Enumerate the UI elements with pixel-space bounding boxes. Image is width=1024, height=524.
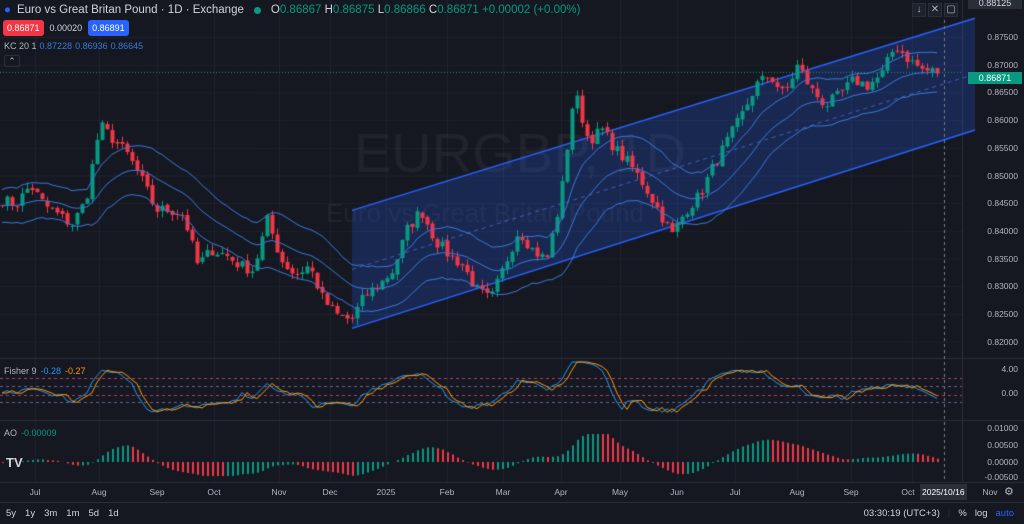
range-button-3m[interactable]: 3m: [44, 508, 58, 519]
price-tick: 0.83000: [987, 281, 1018, 292]
bottom-toolbar: 5y 1y 3m 1m 5d 1d 03:30:19 (UTC+3) | % log au…: [0, 502, 1024, 524]
price-tick: 0.84500: [987, 198, 1018, 209]
ao-tick: -0.00500: [984, 472, 1018, 482]
price-tick: 0.83500: [987, 253, 1018, 264]
time-tick: Nov: [271, 487, 287, 497]
sell-button[interactable]: 0.86871: [3, 20, 44, 36]
price-tick: 0.85500: [987, 142, 1018, 153]
clock: 03:30:19 (UTC+3): [863, 508, 940, 519]
time-tick: Jul: [29, 487, 41, 497]
spread-value: 0.00020: [49, 23, 83, 33]
range-button-1d[interactable]: 1d: [108, 508, 119, 519]
range-button-5y[interactable]: 5y: [6, 508, 17, 519]
price-tick: 0.86500: [987, 87, 1018, 98]
time-tick: Sep: [843, 487, 859, 497]
time-tick: Nov: [982, 487, 998, 497]
time-tick: Aug: [91, 487, 107, 497]
fisher-tick: 0.00: [1001, 388, 1018, 398]
fisher-tick: 4.00: [1001, 364, 1018, 374]
range-button-1y[interactable]: 1y: [25, 508, 36, 519]
time-tick: Oct: [901, 487, 915, 497]
time-tick: Aug: [789, 487, 805, 497]
time-tick: Sep: [149, 487, 165, 497]
price-tick: 0.87000: [987, 59, 1018, 70]
collapse-pane-icon[interactable]: ✕: [928, 3, 942, 17]
ao-tick: 0.01000: [987, 423, 1018, 433]
time-tick: Apr: [554, 487, 568, 497]
range-button-1m[interactable]: 1m: [66, 508, 80, 519]
collapse-legend-button[interactable]: ⌃: [4, 55, 20, 67]
symbol-legend: ● Euro vs Great Britan Pound · 1D · Exch…: [4, 4, 580, 16]
scroll-down-icon[interactable]: ↓: [912, 3, 926, 17]
fisher-legend[interactable]: Fisher 9 -0.28 -0.27: [4, 366, 86, 376]
settings-gear-icon[interactable]: ⚙: [1004, 486, 1014, 498]
symbol-title[interactable]: Euro vs Great Britan Pound · 1D · Exchan…: [16, 4, 244, 16]
price-tick: 0.86000: [987, 115, 1018, 126]
tradingview-logo[interactable]: TV: [6, 455, 23, 470]
current-price-label: 0.86871: [968, 72, 1022, 84]
price-tick: 0.85000: [987, 170, 1018, 181]
percent-toggle[interactable]: %: [958, 508, 967, 519]
market-status-icon: [253, 6, 261, 14]
price-chart-canvas[interactable]: [0, 0, 1024, 502]
time-tick: Dec: [322, 487, 338, 497]
ohlc-values: O0.86867 H0.86875 L0.86866 C0.86871 +0.0…: [270, 4, 581, 16]
crosshair-date-label: 2025/10/16: [920, 484, 967, 500]
time-tick: Mar: [495, 487, 511, 497]
buy-button[interactable]: 0.86891: [88, 20, 129, 36]
price-tick: 0.87500: [987, 32, 1018, 42]
time-tick: 2025: [376, 487, 396, 497]
ao-tick: 0.00000: [987, 457, 1018, 467]
price-tick: 0.82000: [987, 336, 1018, 347]
time-tick: Feb: [439, 487, 455, 497]
ao-legend[interactable]: AO -0.00009: [4, 428, 57, 438]
flag-icon: ●: [4, 4, 11, 16]
price-tick: 0.82500: [987, 309, 1018, 319]
log-toggle[interactable]: log: [974, 508, 988, 519]
time-tick: Jul: [729, 487, 741, 497]
auto-scale-toggle[interactable]: auto: [995, 508, 1015, 519]
ao-tick: 0.00500: [987, 440, 1018, 450]
time-tick: Oct: [207, 487, 221, 497]
price-tick: 0.84000: [987, 225, 1018, 236]
maximize-pane-icon[interactable]: ▢: [944, 3, 958, 17]
kc-legend[interactable]: KC 20 1 0.87228 0.86936 0.86645: [4, 41, 144, 51]
top-price-label: 0.88125: [968, 0, 1022, 9]
range-button-5d[interactable]: 5d: [88, 508, 100, 519]
time-tick: Jun: [670, 487, 684, 497]
time-tick: May: [611, 487, 629, 497]
